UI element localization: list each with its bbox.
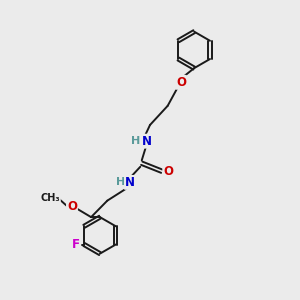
Text: N: N <box>142 135 152 148</box>
Text: N: N <box>125 176 135 189</box>
Text: F: F <box>72 238 80 251</box>
Text: H: H <box>116 177 125 188</box>
Text: CH₃: CH₃ <box>41 193 60 203</box>
Text: O: O <box>67 200 77 213</box>
Text: H: H <box>131 136 140 146</box>
Text: O: O <box>163 165 173 178</box>
Text: O: O <box>176 76 186 89</box>
